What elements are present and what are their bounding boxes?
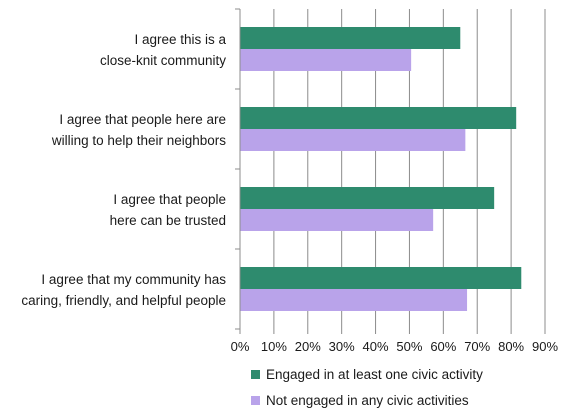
x-tick-label: 10%: [261, 339, 287, 354]
bar-not-engaged: [240, 289, 468, 311]
category-label: I agree that my community has: [41, 272, 226, 287]
x-tick-label: 60%: [430, 339, 456, 354]
x-tick-label: 0%: [231, 339, 250, 354]
bar-not-engaged: [240, 49, 412, 71]
x-tick-label: 40%: [363, 339, 389, 354]
bar-engaged: [240, 187, 495, 209]
x-tick-label: 90%: [532, 339, 558, 354]
bar-engaged: [240, 267, 522, 289]
legend: Engaged in at least one civic activity No…: [251, 367, 483, 408]
x-tick-labels: 0% 10% 20% 30% 40% 50% 60% 70% 80% 90%: [231, 339, 559, 354]
category-label: I agree this is a: [134, 32, 226, 47]
axes: [235, 8, 546, 334]
x-tick-label: 20%: [295, 339, 321, 354]
legend-swatch: [251, 370, 260, 379]
legend-label: Engaged in at least one civic activity: [266, 367, 483, 382]
x-tick-label: 50%: [396, 339, 422, 354]
bar-engaged: [240, 27, 461, 49]
bar-not-engaged: [240, 129, 466, 151]
bar-engaged: [240, 107, 517, 129]
category-label: I agree that people here are: [59, 112, 226, 127]
x-tick-label: 30%: [329, 339, 355, 354]
legend-swatch: [251, 396, 260, 405]
category-label: caring, friendly, and helpful people: [21, 293, 226, 308]
bars: [240, 27, 522, 311]
bar-not-engaged: [240, 209, 434, 231]
x-tick-label: 80%: [498, 339, 524, 354]
x-tick-label: 70%: [464, 339, 490, 354]
category-label: willing to help their neighbors: [51, 133, 226, 148]
legend-label: Not engaged in any civic activities: [266, 393, 469, 408]
category-label: close-knit community: [100, 53, 226, 68]
category-label: here can be trusted: [110, 213, 226, 228]
category-label: I agree that people: [113, 192, 226, 207]
category-labels: I agree this is a close-knit community I a…: [21, 32, 226, 308]
